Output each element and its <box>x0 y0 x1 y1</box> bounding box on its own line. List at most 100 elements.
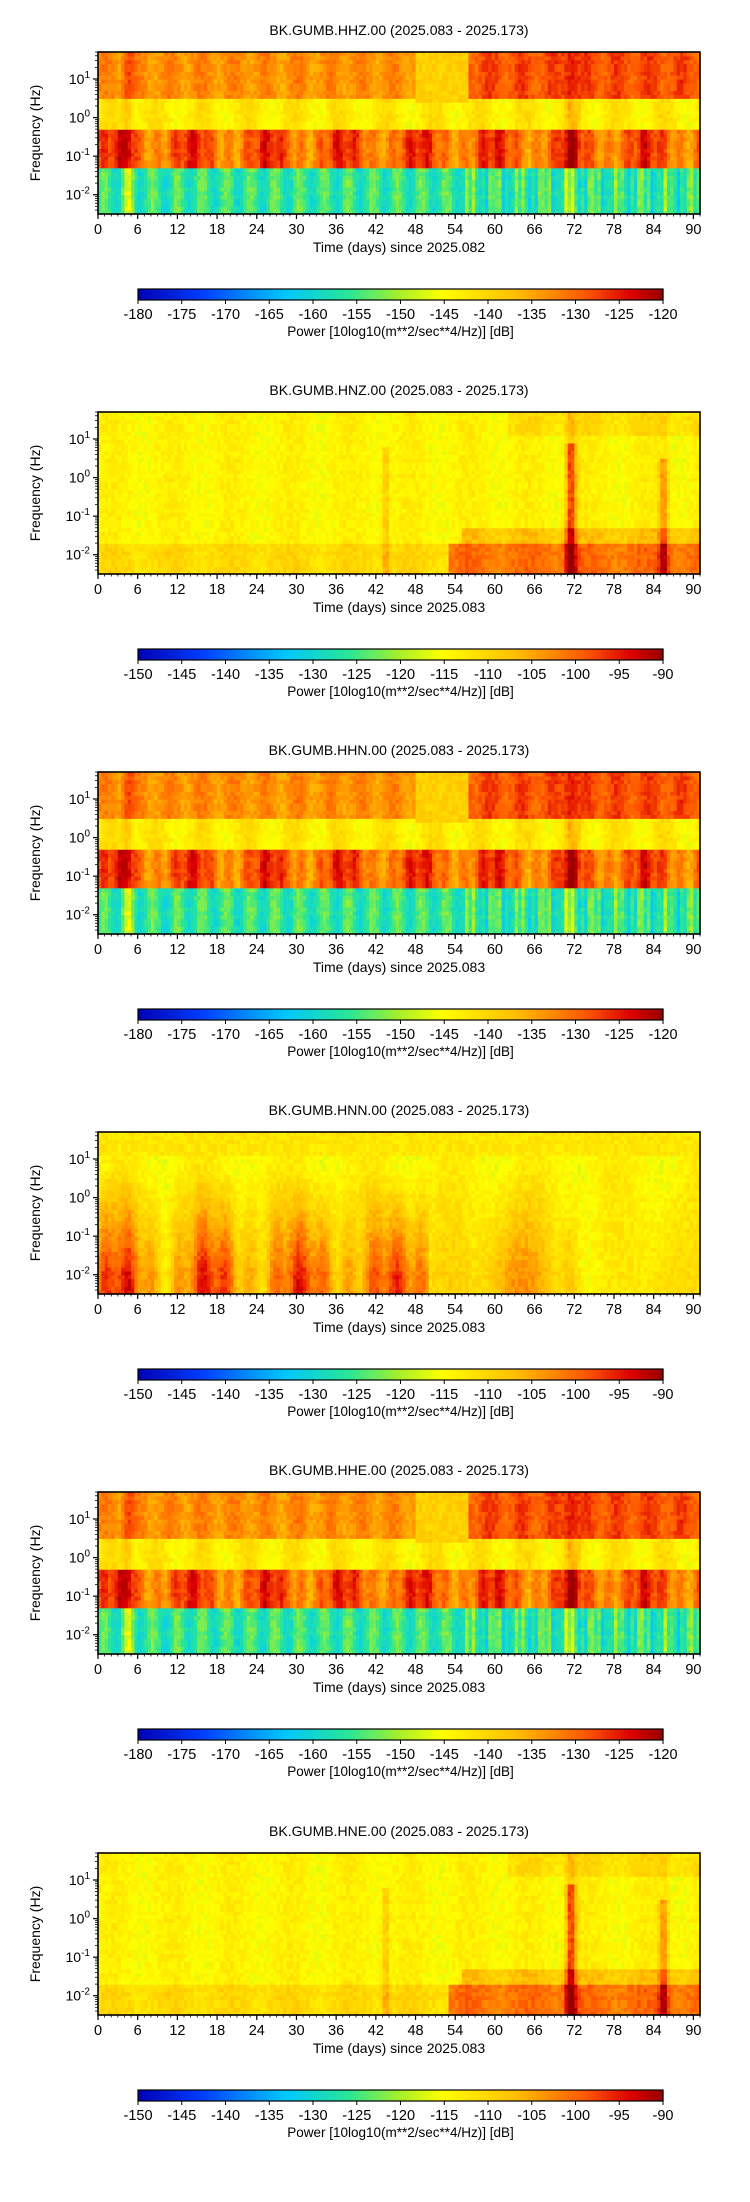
x-tick-label: 54 <box>447 942 463 958</box>
colorbar-segment <box>462 1009 467 1020</box>
y-tick-exponent: 0 <box>84 1910 90 1921</box>
colorbar-segment <box>309 649 314 660</box>
colorbar-segment <box>366 1729 371 1740</box>
colorbar-segment <box>471 1009 476 1020</box>
colorbar-segment <box>147 1729 152 1740</box>
colorbar-segment <box>554 1009 559 1020</box>
colorbar-segment <box>650 289 655 300</box>
x-tick-label: 90 <box>685 1302 701 1318</box>
colorbar-segment <box>602 1009 607 1020</box>
colorbar-segment <box>182 1369 187 1380</box>
colorbar-segment <box>269 1009 274 1020</box>
colorbar-segment <box>449 649 454 660</box>
x-tick-label: 90 <box>685 222 701 238</box>
colorbar-segment <box>466 289 471 300</box>
colorbar-segment <box>589 2090 594 2101</box>
colorbar-segment <box>619 1729 624 1740</box>
colorbar-segment <box>221 1369 226 1380</box>
colorbar-segment <box>204 1729 209 1740</box>
colorbar-segment <box>632 1009 637 1020</box>
y-tick-exponent: 0 <box>84 469 90 480</box>
colorbar-segment <box>331 289 336 300</box>
colorbar-segment <box>182 649 187 660</box>
colorbar-segment <box>348 1009 353 1020</box>
x-tick-label: 84 <box>646 1662 662 1678</box>
colorbar-tick-label: -155 <box>342 307 371 323</box>
heatmap-cells <box>98 412 701 575</box>
colorbar-tick-label: -145 <box>430 1027 459 1043</box>
colorbar-segment <box>208 2090 213 2101</box>
y-tick-exponent: -1 <box>81 867 90 878</box>
colorbar-segment <box>160 289 165 300</box>
x-tick-label: 12 <box>169 1662 185 1678</box>
colorbar-segment <box>606 2090 611 2101</box>
colorbar-segment <box>641 2090 646 2101</box>
colorbar-segment <box>414 2090 419 2101</box>
colorbar-segment <box>558 649 563 660</box>
colorbar-segment <box>243 289 248 300</box>
colorbar-tick-label: -150 <box>386 1027 415 1043</box>
colorbar-segment <box>514 1369 519 1380</box>
colorbar-segment <box>519 289 524 300</box>
colorbar-segment <box>466 1369 471 1380</box>
colorbar-tick-label: -145 <box>167 1387 196 1403</box>
colorbar-segment <box>173 289 178 300</box>
colorbar-segment <box>414 649 419 660</box>
x-tick-label: 48 <box>407 1662 423 1678</box>
x-tick-label: 42 <box>368 942 384 958</box>
colorbar-segment <box>497 2090 502 2101</box>
colorbar-segment <box>584 2090 589 2101</box>
colorbar-segment <box>396 1009 401 1020</box>
colorbar-segment <box>274 289 279 300</box>
colorbar-segment <box>567 2090 572 2101</box>
colorbar-segment <box>466 1009 471 1020</box>
colorbar-segment <box>584 1729 589 1740</box>
colorbar-segment <box>387 1729 392 1740</box>
colorbar-segment <box>602 1729 607 1740</box>
colorbar-segment <box>519 1009 524 1020</box>
colorbar-segment <box>549 289 554 300</box>
colorbar-segment <box>313 1729 318 1740</box>
colorbar-segment <box>309 1369 314 1380</box>
colorbar-segment <box>208 1009 213 1020</box>
colorbar-segment <box>326 2090 331 2101</box>
colorbar-segment <box>243 649 248 660</box>
x-axis-label: Time (days) since 2025.083 <box>313 2040 485 2056</box>
colorbar-segment <box>541 2090 546 2101</box>
colorbar-segment <box>418 1009 423 1020</box>
colorbar-segment <box>331 1369 336 1380</box>
x-tick-label: 84 <box>646 222 662 238</box>
colorbar-segment <box>177 1009 182 1020</box>
colorbar-segment <box>169 1369 174 1380</box>
colorbar-segment <box>151 289 156 300</box>
y-tick-exponent: -1 <box>81 1948 90 1959</box>
colorbar-segment <box>239 649 244 660</box>
colorbar-segment <box>479 1009 484 1020</box>
colorbar-segment <box>589 1369 594 1380</box>
colorbar-segment <box>322 1729 327 1740</box>
colorbar-segment <box>335 2090 340 2101</box>
colorbar-segment <box>541 1009 546 1020</box>
colorbar-segment <box>593 1729 598 1740</box>
colorbar-segment <box>409 1009 414 1020</box>
colorbar-segment <box>379 649 384 660</box>
colorbar-tick-label: -180 <box>123 1747 152 1763</box>
colorbar-segment <box>173 1729 178 1740</box>
colorbar-segment <box>313 1009 318 1020</box>
colorbar-segment <box>541 1369 546 1380</box>
colorbar-segment <box>226 289 231 300</box>
colorbar-segment <box>361 1009 366 1020</box>
colorbar-segment <box>637 1729 642 1740</box>
colorbar-segment <box>475 1009 480 1020</box>
colorbar-tick-label: -125 <box>605 1027 634 1043</box>
colorbar-segment <box>261 649 266 660</box>
colorbar-segment <box>326 1009 331 1020</box>
colorbar-tick-label: -120 <box>386 667 415 683</box>
x-tick-label: 66 <box>527 2023 543 2039</box>
colorbar-segment <box>532 1009 537 1020</box>
colorbar-segment <box>545 2090 550 2101</box>
colorbar-segment <box>374 2090 379 2101</box>
